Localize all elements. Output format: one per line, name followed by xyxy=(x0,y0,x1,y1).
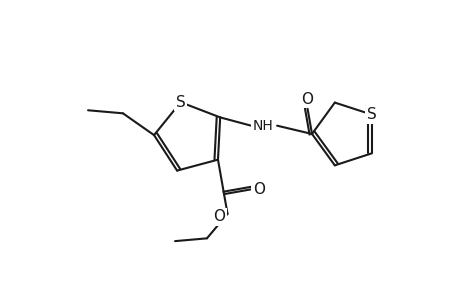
Text: S: S xyxy=(366,107,376,122)
Text: O: O xyxy=(252,182,264,197)
Text: O: O xyxy=(213,209,225,224)
Text: S: S xyxy=(175,95,185,110)
Text: NH: NH xyxy=(252,119,273,133)
Text: O: O xyxy=(301,92,313,107)
